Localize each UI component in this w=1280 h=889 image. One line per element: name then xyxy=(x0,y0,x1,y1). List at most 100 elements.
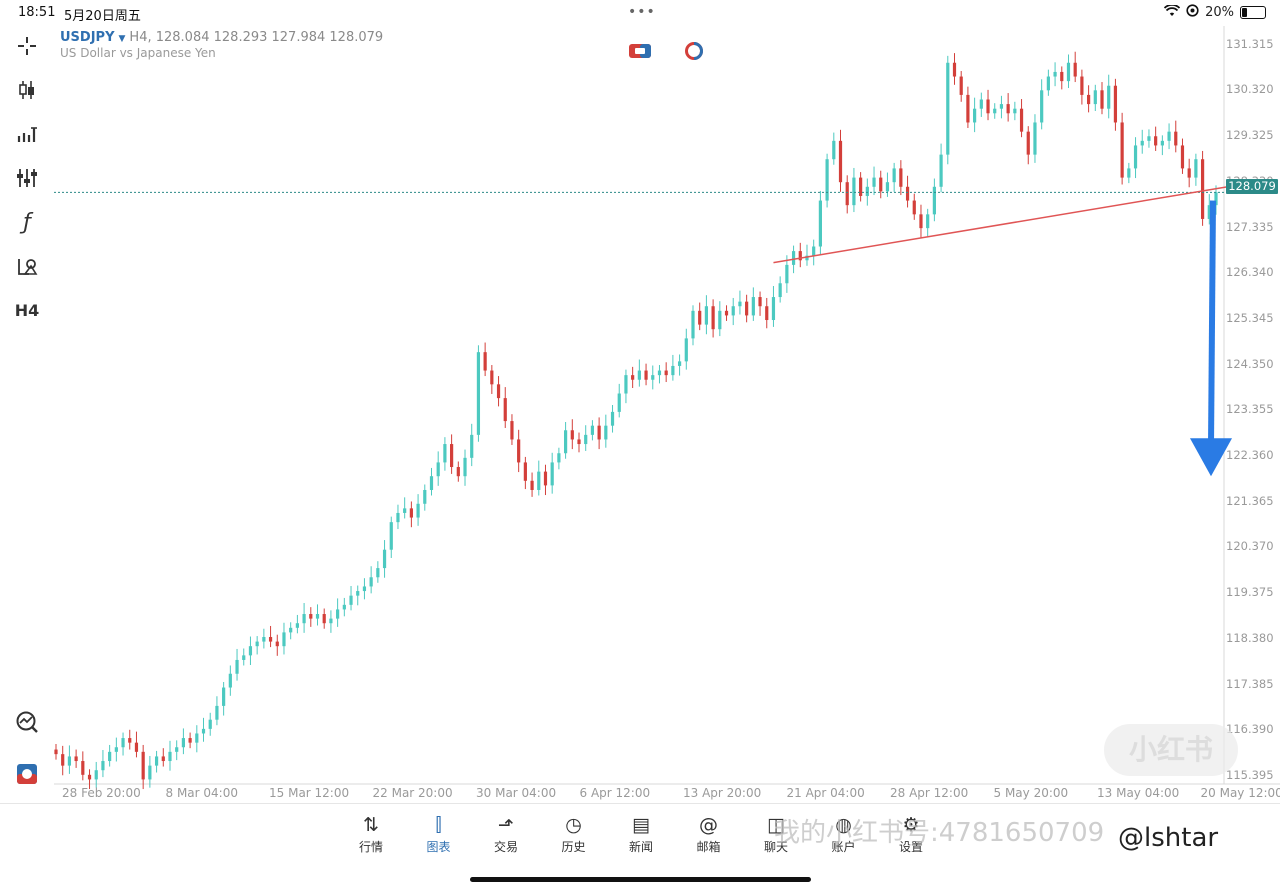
candle-body xyxy=(54,750,57,755)
candle-body xyxy=(779,283,782,297)
symbol-ohlc: 128.084 128.293 127.984 128.079 xyxy=(156,30,383,45)
candle-body xyxy=(262,637,265,642)
candle-body xyxy=(484,352,487,370)
candlestick-type-icon[interactable] xyxy=(11,74,43,106)
home-indicator[interactable] xyxy=(470,877,811,882)
time-tick-label: 13 Apr 20:00 xyxy=(683,786,761,800)
candle-body xyxy=(1181,145,1184,168)
candle-body xyxy=(665,371,668,376)
indicators-icon[interactable] xyxy=(11,162,43,194)
status-time: 18:51 xyxy=(18,5,55,20)
price-tick-label: 119.375 xyxy=(1226,585,1274,599)
time-tick-label: 21 Apr 04:00 xyxy=(787,786,865,800)
candle-body xyxy=(396,513,399,522)
candle-body xyxy=(115,747,118,752)
candle-body xyxy=(1121,122,1124,177)
nav-history[interactable]: ◷历史 xyxy=(544,812,604,855)
candle-body xyxy=(222,688,225,706)
candle-body xyxy=(785,265,788,283)
price-axis[interactable]: 131.315130.320129.325128.330127.335126.3… xyxy=(1224,26,1280,800)
candle-body xyxy=(1074,63,1077,77)
chart-search-icon[interactable] xyxy=(11,706,43,738)
candle-body xyxy=(752,297,755,315)
multitask-dots[interactable]: ••• xyxy=(628,4,656,20)
candle-body xyxy=(1188,168,1191,177)
nav-quotes[interactable]: ⇅行情 xyxy=(341,812,401,855)
status-date: 5月20日周五 xyxy=(64,5,141,24)
candle-body xyxy=(1053,72,1056,77)
price-tick-label: 122.360 xyxy=(1226,448,1274,462)
candle-body xyxy=(939,155,942,187)
candle-body xyxy=(517,439,520,462)
candle-body xyxy=(121,738,124,747)
candle-body xyxy=(162,756,165,761)
candle-body xyxy=(551,462,554,485)
candle-body xyxy=(463,458,466,476)
candle-body xyxy=(1114,86,1117,123)
nav-news-label: 新闻 xyxy=(611,838,671,855)
candle-body xyxy=(564,430,567,453)
candle-body xyxy=(685,338,688,361)
candle-body xyxy=(812,247,815,256)
depth-of-market-icon[interactable] xyxy=(682,42,706,60)
status-right: 20% xyxy=(1164,4,1266,21)
bar-chart-icon[interactable] xyxy=(11,118,43,150)
candle-body xyxy=(960,77,963,95)
candle-body xyxy=(886,182,889,191)
trade-icon[interactable] xyxy=(11,758,43,790)
time-tick-label: 22 Mar 20:00 xyxy=(373,786,453,800)
timeframe-button[interactable]: H4 xyxy=(11,294,43,326)
symbol-dropdown-icon[interactable]: ▼ xyxy=(119,34,126,44)
candle-body xyxy=(68,756,71,765)
candle-body xyxy=(108,752,111,761)
function-icon[interactable]: ƒ xyxy=(11,206,43,238)
candle-body xyxy=(430,476,433,490)
chart-toolbar: ƒ H4 xyxy=(0,30,54,800)
candle-body xyxy=(1007,104,1010,113)
price-tick-label: 124.350 xyxy=(1226,357,1274,371)
candle-body xyxy=(745,302,748,316)
crosshair-icon[interactable] xyxy=(11,30,43,62)
candle-body xyxy=(544,472,547,486)
price-chart[interactable] xyxy=(54,26,1280,800)
candle-body xyxy=(712,306,715,329)
nav-trade[interactable]: ⬏交易 xyxy=(476,812,536,855)
time-tick-label: 20 May 12:00 xyxy=(1201,786,1280,800)
candle-body xyxy=(899,168,902,186)
objects-icon[interactable] xyxy=(11,250,43,282)
candle-body xyxy=(537,472,540,490)
candle-body xyxy=(135,743,138,752)
nav-mailbox[interactable]: @邮箱 xyxy=(679,812,739,855)
candle-body xyxy=(973,109,976,123)
candle-body xyxy=(604,426,607,440)
nav-news[interactable]: ▤新闻 xyxy=(611,812,671,855)
candle-body xyxy=(926,214,929,228)
nav-quotes-label: 行情 xyxy=(341,838,401,855)
candle-body xyxy=(470,435,473,458)
one-click-trading-icon[interactable] xyxy=(628,42,652,60)
nav-chart-icon: ⫿ xyxy=(409,812,469,838)
symbol-name[interactable]: USDJPY xyxy=(60,30,115,45)
chart-canvas[interactable] xyxy=(54,26,1280,800)
nav-chart[interactable]: ⫿图表 xyxy=(409,812,469,855)
nav-quotes-icon: ⇅ xyxy=(341,812,401,838)
candle-body xyxy=(61,754,64,765)
candle-body xyxy=(490,371,493,385)
candle-body xyxy=(678,361,681,366)
candle-body xyxy=(524,462,527,480)
candle-body xyxy=(195,733,198,742)
candles xyxy=(54,52,1217,789)
candle-body xyxy=(993,109,996,114)
candle-body xyxy=(624,375,627,393)
candle-body xyxy=(1060,72,1063,81)
candle-body xyxy=(765,306,768,320)
candle-body xyxy=(557,453,560,462)
candle-body xyxy=(1147,136,1150,141)
candle-body xyxy=(591,426,594,435)
location-icon xyxy=(1186,4,1199,21)
price-tick-label: 129.325 xyxy=(1226,128,1274,142)
candle-body xyxy=(846,182,849,205)
candle-body xyxy=(839,141,842,182)
candle-body xyxy=(1033,122,1036,154)
